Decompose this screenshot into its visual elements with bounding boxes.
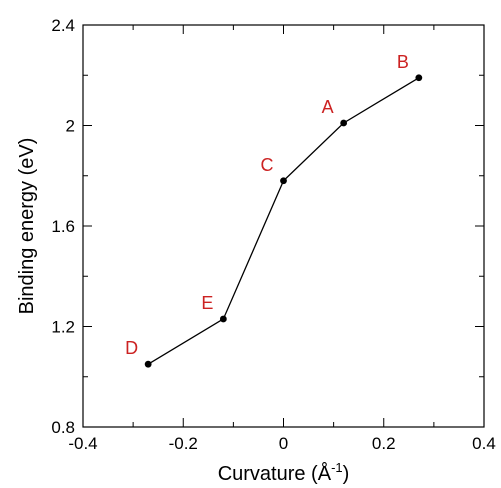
x-tick-label: -0.4 <box>68 434 97 453</box>
series-group: D E C A B <box>125 52 423 368</box>
point-label-c: C <box>261 155 274 175</box>
y-axis-title: Binding energy (eV) <box>16 138 38 315</box>
plot-area-frame <box>82 24 485 428</box>
point-marker-d <box>144 360 152 368</box>
x-tick-label: 0.4 <box>472 434 496 453</box>
y-tick-label: 0.8 <box>51 418 75 437</box>
point-marker-c <box>280 177 287 185</box>
point-label-d: D <box>125 338 138 358</box>
x-axis-title-main: Curvature (Å <box>218 462 332 485</box>
point-marker-a <box>340 119 348 127</box>
point-label-a: A <box>322 97 334 117</box>
point-marker-e <box>219 315 227 323</box>
axis-tick-labels: -0.4 -0.2 0 0.2 0.4 0.8 1.2 1.6 2 2.4 <box>51 16 495 453</box>
point-marker-b <box>415 74 423 82</box>
x-axis-title-end: ) <box>343 463 350 485</box>
point-label-b: B <box>397 52 409 72</box>
y-tick-label: 1.6 <box>51 217 75 236</box>
x-tick-label: -0.2 <box>169 434 198 453</box>
x-axis-title: Curvature (Å-1) <box>218 460 350 485</box>
point-label-e: E <box>201 293 213 313</box>
y-tick-label: 2 <box>66 117 75 136</box>
axis-ticks <box>82 24 485 428</box>
series-line <box>147 77 420 365</box>
x-axis-title-superscript: -1 <box>331 460 343 475</box>
y-tick-label: 1.2 <box>51 318 75 337</box>
x-tick-label: 0 <box>279 434 288 453</box>
x-tick-label: 0.2 <box>372 434 396 453</box>
y-tick-label: 2.4 <box>51 16 75 35</box>
